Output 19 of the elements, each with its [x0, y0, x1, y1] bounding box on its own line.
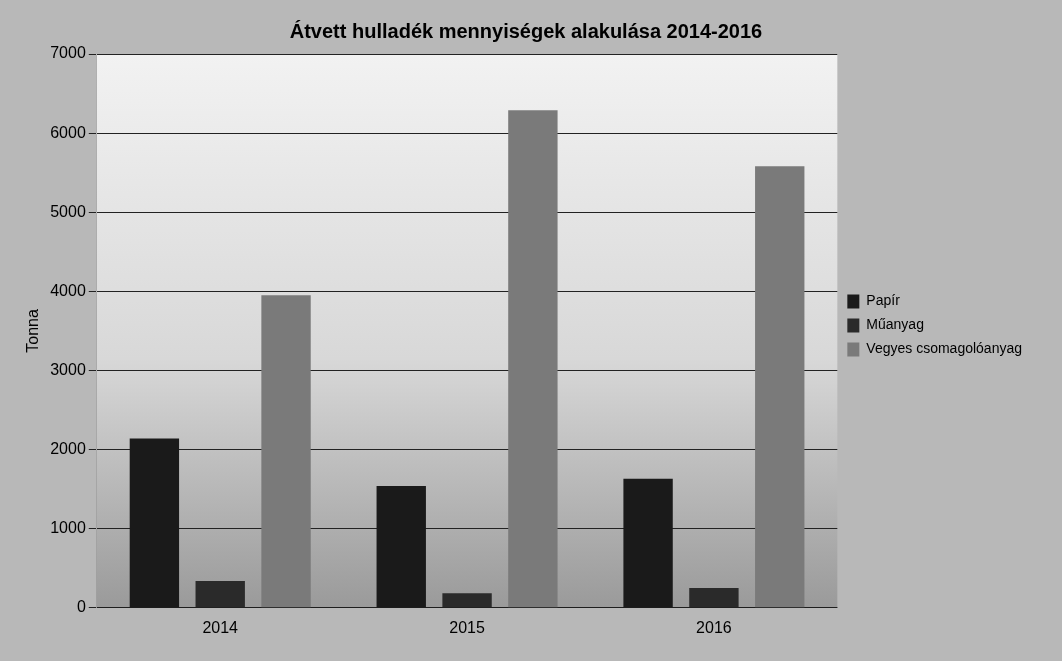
- bar: [261, 295, 311, 608]
- y-tick-label: 5000: [50, 202, 86, 220]
- x-tick-label: 2015: [449, 618, 485, 636]
- legend-label: Műanyag: [866, 316, 924, 333]
- bar: [508, 110, 558, 608]
- y-tick-label: 2000: [50, 439, 86, 457]
- legend-label: Vegyes csomagolóanyag: [866, 340, 1023, 357]
- y-tick-label: 3000: [50, 360, 86, 378]
- x-tick-label: 2016: [696, 618, 732, 636]
- legend-label: Papír: [866, 292, 901, 309]
- y-tick-label: 7000: [50, 44, 86, 62]
- bar: [755, 166, 805, 608]
- y-tick-label: 4000: [50, 281, 86, 299]
- y-tick-label: 6000: [50, 123, 86, 141]
- x-tick-label: 2014: [202, 618, 239, 636]
- y-tick-label: 0: [76, 598, 86, 616]
- y-axis-title: Tonna: [24, 309, 42, 353]
- y-tick-label: 1000: [50, 519, 86, 537]
- chart-title: Átvett hulladék mennyiségek alakulása 2014-2016: [289, 19, 763, 42]
